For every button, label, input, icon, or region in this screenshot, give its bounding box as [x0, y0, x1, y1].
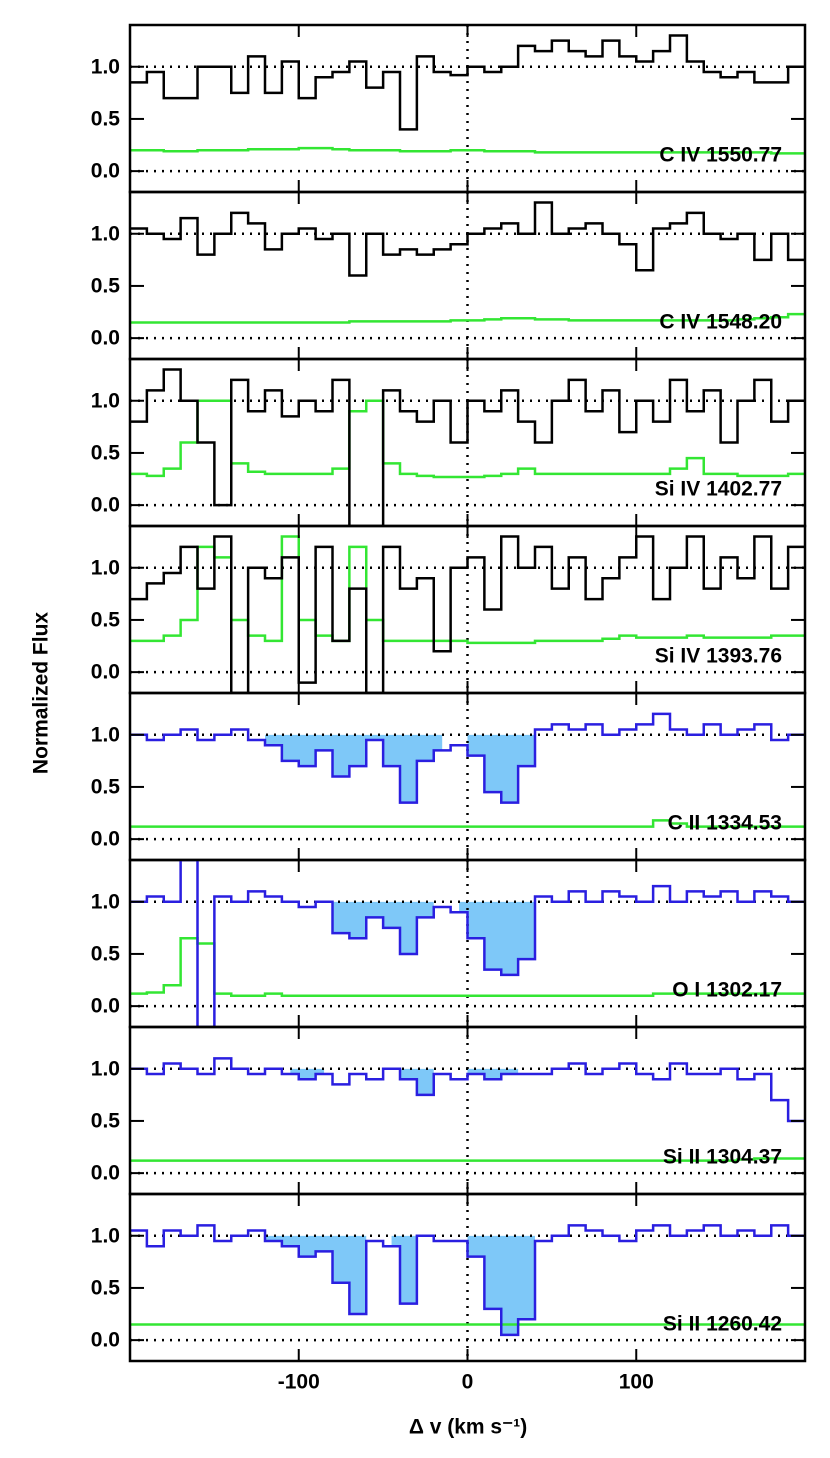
panel	[130, 526, 805, 693]
y-tick-label: 1.0	[91, 1224, 120, 1247]
y-tick-label: 1.0	[91, 55, 120, 78]
y-tick-label: 0.5	[91, 107, 121, 130]
flux-spectrum	[130, 201, 805, 277]
y-tick-label: 0.0	[91, 995, 120, 1018]
y-tick-label: 0.0	[91, 160, 120, 183]
panel	[130, 1027, 805, 1194]
y-tick-label: 0.5	[91, 441, 121, 464]
error-spectrum	[130, 146, 805, 155]
absorption-shade	[265, 1235, 367, 1315]
flux-spectrum	[130, 1057, 805, 1123]
flux-spectrum	[130, 535, 805, 693]
y-tick-label: 0.0	[91, 828, 120, 851]
flux-spectrum	[130, 34, 805, 131]
panel	[130, 192, 805, 359]
line-label: Si II 1304.37	[663, 1146, 782, 1169]
y-tick-label: 1.0	[91, 222, 120, 245]
line-label: C II 1334.53	[668, 812, 782, 835]
error-spectrum	[130, 937, 805, 997]
error-spectrum	[130, 819, 805, 828]
y-axis-label: Normalized Flux	[30, 612, 53, 775]
y-tick-label: 0.0	[91, 661, 120, 684]
x-tick-label: 0	[462, 1371, 474, 1394]
y-tick-label: 1.0	[91, 1057, 120, 1080]
flux-spectrum	[130, 1224, 805, 1337]
flux-spectrum	[130, 860, 805, 1027]
panel	[130, 860, 805, 1027]
y-tick-label: 0.0	[91, 327, 120, 350]
absorption-shade	[332, 901, 434, 954]
y-tick-label: 0.5	[91, 775, 121, 798]
panel	[130, 1194, 805, 1361]
panel	[130, 359, 805, 526]
line-label: Si IV 1393.76	[655, 645, 782, 668]
line-label: Si II 1260.42	[663, 1313, 782, 1336]
line-label: O I 1302.17	[672, 979, 782, 1002]
y-tick-label: 1.0	[91, 556, 120, 579]
absorption-shade	[467, 1068, 519, 1080]
y-tick-label: 0.5	[91, 1276, 121, 1299]
flux-spectrum	[130, 712, 805, 804]
line-label: C IV 1550.77	[659, 144, 782, 167]
flux-spectrum	[130, 368, 805, 526]
y-tick-label: 0.5	[91, 608, 121, 631]
error-spectrum	[130, 1157, 805, 1162]
y-tick-label: 0.5	[91, 942, 121, 965]
error-spectrum	[130, 312, 805, 324]
x-tick-label: 100	[619, 1371, 654, 1394]
line-label: Si IV 1402.77	[655, 478, 782, 501]
y-tick-label: 0.0	[91, 494, 120, 517]
y-tick-label: 0.5	[91, 1109, 121, 1132]
panel	[130, 25, 805, 192]
y-tick-label: 1.0	[91, 890, 120, 913]
y-tick-label: 0.0	[91, 1162, 120, 1185]
x-axis-label: Δ v (km s⁻¹)	[409, 1416, 527, 1439]
y-tick-label: 1.0	[91, 389, 120, 412]
x-tick-label: -100	[278, 1371, 320, 1394]
panel	[130, 693, 805, 860]
absorption-shade	[265, 734, 443, 803]
absorption-shade	[459, 901, 535, 975]
y-tick-label: 1.0	[91, 723, 120, 746]
y-tick-label: 0.5	[91, 274, 121, 297]
line-label: C IV 1548.20	[659, 311, 782, 334]
y-tick-label: 0.0	[91, 1329, 120, 1352]
